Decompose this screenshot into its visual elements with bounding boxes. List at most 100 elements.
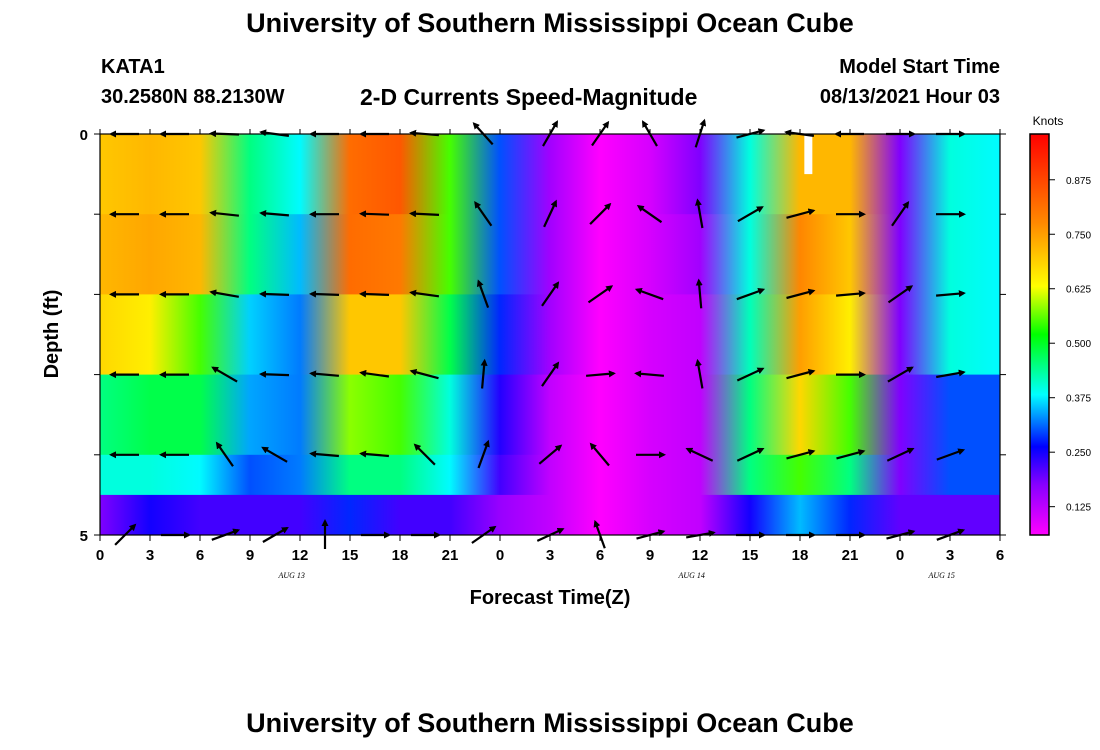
current-vector [936,369,966,379]
colorbar-tick-label: 0.750 [1066,230,1091,241]
current-vector [259,370,290,378]
current-vector [476,279,490,308]
current-vector [474,201,493,227]
current-vector [786,368,816,380]
current-vector [209,209,240,217]
colorbar-tick-label: 0.125 [1066,503,1091,514]
current-vector [887,366,914,383]
current-vector [359,210,390,218]
station-id: KATA1 [101,56,165,78]
current-vector [891,201,910,227]
current-vector [309,370,339,378]
x-tick-label: 3 [946,547,954,564]
current-vector [480,358,488,389]
plot-area [100,118,1000,549]
x-tick-label: 12 [292,547,309,564]
depth-layer-band [100,214,1000,295]
current-vector [887,285,914,304]
depth-layer-band [100,454,1000,496]
colorbar: Knots 0.125 0.250 0.375 0.500 0.625 0.750 0.87… [1029,114,1091,536]
colorbar-tick-label: 0.875 [1066,176,1091,187]
colorbar-tick-label: 0.375 [1066,394,1091,405]
current-vector [261,446,288,463]
x-tick-label: 6 [196,547,204,564]
current-vector [737,206,764,223]
x-tick-label: 12 [692,547,709,564]
current-vector [936,448,966,461]
model-start-value: 08/13/2021 Hour 03 [819,86,1000,108]
current-vector [211,366,238,383]
current-vector [538,444,563,465]
depth-layer-band [100,134,1000,215]
current-vector [259,290,290,298]
x-tick-label: 15 [342,547,359,564]
current-vector [936,290,966,298]
x-tick-label: 15 [742,547,759,564]
current-vector [541,281,560,307]
y-tick-label: 5 [80,528,88,545]
current-vector [309,290,340,298]
current-vector [736,288,766,301]
current-vector [359,450,389,458]
chart-subtitle: 2-D Currents Speed-Magnitude [360,84,698,110]
current-vector [215,441,234,467]
date-label: AUG 13 [277,571,304,580]
current-vector [359,369,390,378]
current-vector [589,202,612,225]
current-vector [836,449,866,460]
current-vector [695,358,704,389]
x-tick-label: 21 [442,547,459,564]
current-vector [209,289,239,298]
depth-layer-band [100,494,1000,536]
current-vector [541,361,560,387]
axes: 0 3 6 9 12 15 18 21 0 3 6 9 12 15 18 21 0 3 6 AUG 13 AUG 14 A… [80,127,1006,580]
x-tick-label: 9 [246,547,254,564]
date-label: AUG 15 [927,571,954,580]
x-tick-label: 6 [996,547,1004,564]
depth-layer-band [100,374,1000,456]
title-bottom: University of Southern Mississippi Ocean… [246,708,854,738]
current-vector [587,285,614,304]
current-vector [836,290,866,298]
current-vector [589,442,610,467]
x-tick-label: 9 [646,547,654,564]
current-vector [634,288,664,301]
x-tick-label: 0 [96,547,104,564]
current-vector [736,447,765,462]
date-label: AUG 14 [677,571,704,580]
x-tick-label: 6 [596,547,604,564]
current-vector [636,205,663,224]
current-vector [786,288,816,300]
current-vector [477,439,490,469]
colorbar-gradient [1029,133,1050,536]
x-tick-label: 21 [842,547,859,564]
model-start-label: Model Start Time [839,56,1000,78]
current-vector [543,199,557,228]
station-coordinates: 30.2580N 88.2130W [101,86,285,108]
x-tick-label: 0 [496,547,504,564]
current-vector [409,368,439,380]
x-tick-label: 0 [896,547,904,564]
x-tick-label: 18 [392,547,409,564]
colorbar-tick-label: 0.250 [1066,448,1091,459]
current-vector [786,449,816,460]
current-vector [736,367,765,382]
x-axis-title: Forecast Time(Z) [470,587,631,609]
colorbar-tick-label: 0.625 [1066,285,1091,296]
current-vector [409,210,440,218]
colorbar-tick-label: 0.500 [1066,339,1091,350]
current-vector [259,209,289,217]
current-vector [413,443,436,466]
missing-data-marker [804,134,813,175]
current-vector [685,447,714,462]
depth-layer-band [100,294,1000,376]
current-vector [634,370,664,378]
y-tick-label: 0 [80,127,88,144]
current-vector [359,290,390,298]
current-vector [309,450,339,458]
current-vector [409,289,440,298]
title-top: University of Southern Mississippi Ocean… [246,8,854,38]
current-vector [886,447,915,462]
y-axis-title: Depth (ft) [41,290,63,379]
